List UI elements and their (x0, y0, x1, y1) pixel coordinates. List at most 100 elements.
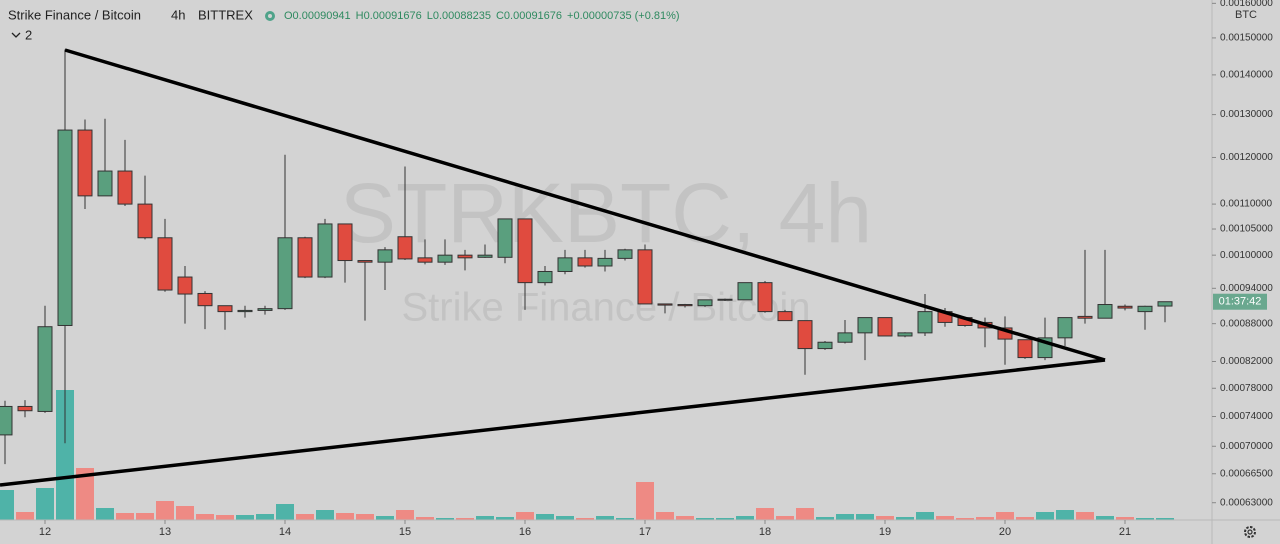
candle-body (97, 170, 113, 197)
candle-body (157, 237, 173, 291)
volume-bar (496, 517, 514, 520)
volume-bar (436, 518, 454, 520)
volume-bar (1116, 517, 1134, 520)
candle-body (317, 223, 333, 278)
y-tick-label: 0.00130000 (1220, 109, 1273, 120)
y-tick-label: 0.00110000 (1220, 199, 1273, 210)
y-axis-unit: BTC (1235, 9, 1257, 21)
volume-bar (336, 513, 354, 520)
candle-body (377, 249, 393, 263)
y-tick-label: 0.00160000 (1220, 0, 1273, 9)
y-tick-label: 0.00070000 (1220, 441, 1273, 452)
candle-body (457, 254, 473, 259)
volume-bar (1136, 518, 1154, 520)
candle-body (477, 254, 493, 258)
candle-body (757, 282, 773, 313)
candle-body (657, 303, 673, 306)
exchange: BITTREX (198, 7, 253, 22)
volume-bar (556, 516, 574, 520)
x-tick-label: 15 (399, 526, 411, 538)
candle-body (917, 311, 933, 334)
volume-bar (276, 504, 294, 520)
y-tick-label: 0.00078000 (1220, 383, 1273, 394)
x-tick-label: 21 (1119, 526, 1131, 538)
volume-bar (156, 501, 174, 520)
settings-gear[interactable] (1244, 526, 1256, 538)
candle-body (217, 305, 233, 313)
volume-layer (0, 390, 1174, 520)
volume-bar (196, 514, 214, 520)
watermark: STRKBTC, 4h Strike Finance / Bitcoin (340, 166, 872, 329)
volume-bar (396, 510, 414, 520)
status-dot-inner (268, 14, 272, 18)
interval: 4h (171, 7, 185, 22)
candle-body (517, 218, 533, 284)
y-tick-label: 0.00150000 (1220, 33, 1273, 44)
volume-bar (716, 518, 734, 520)
candle-body (337, 223, 353, 262)
candle-body (737, 282, 753, 301)
x-tick-label: 14 (279, 526, 291, 538)
volume-bar (1156, 518, 1174, 520)
candle-body (37, 326, 53, 412)
volume-bar (1076, 512, 1094, 520)
y-tick-label: 0.00140000 (1220, 70, 1273, 81)
upper-trendline (64, 48, 1106, 362)
ohlc-value: O0.00090941 (284, 10, 351, 22)
candle-layer (0, 49, 1173, 465)
volume-bar (536, 514, 554, 520)
x-tick-label: 12 (39, 526, 51, 538)
x-axis: 12 13 14 15 16 17 18 19 20 21 (39, 520, 1131, 538)
volume-bar (356, 514, 374, 520)
volume-bar (776, 516, 794, 520)
volume-bar (736, 516, 754, 520)
volume-bar (876, 516, 894, 520)
candle-body (197, 292, 213, 307)
volume-bar (1016, 517, 1034, 520)
candle-body (437, 254, 453, 263)
volume-bar (756, 508, 774, 520)
candle-body (677, 304, 693, 307)
candle-body (797, 320, 813, 350)
volume-bar (856, 514, 874, 520)
volume-bar (896, 517, 914, 520)
settings[interactable] (1244, 526, 1256, 538)
volume-bar (796, 508, 814, 520)
volume-bar (216, 515, 234, 520)
candle-body (837, 332, 853, 343)
candle-body (17, 405, 33, 412)
volume-bar (116, 513, 134, 520)
candle-body (597, 257, 613, 267)
candle-body (577, 257, 593, 267)
volume-bar (916, 512, 934, 520)
y-tick-label: 0.00066500 (1220, 468, 1273, 479)
volume-bar (316, 510, 334, 520)
candle-body (817, 341, 833, 350)
ohlc-legend: O0.00090941 H0.00091676 L0.00088235 C0.0009… (284, 10, 680, 22)
volume-bar (416, 517, 434, 520)
volume-bar (96, 508, 114, 520)
volume-bar (1096, 516, 1114, 520)
candle-body (697, 299, 713, 307)
candle-body (617, 249, 633, 259)
watermark-symbol: STRKBTC, 4h (340, 166, 872, 260)
candle-body (537, 270, 553, 284)
candle-body (0, 405, 13, 436)
candle-body (1017, 339, 1033, 359)
indicator-count[interactable]: 2 (25, 27, 32, 42)
x-tick-label: 13 (159, 526, 171, 538)
volume-bar (0, 490, 14, 520)
candle-body (277, 237, 293, 310)
candle-body (237, 309, 253, 313)
candle-body (1117, 305, 1133, 309)
volume-bar (676, 516, 694, 520)
x-tick-label: 19 (879, 526, 891, 538)
volume-bar (36, 488, 54, 520)
y-tick-label: 0.00105000 (1220, 224, 1273, 235)
candle-body (297, 237, 313, 278)
volume-bar (376, 516, 394, 520)
candle-body (877, 317, 893, 337)
y-tick-label: 0.00094000 (1220, 283, 1273, 294)
collapse-icon[interactable] (11, 32, 21, 38)
